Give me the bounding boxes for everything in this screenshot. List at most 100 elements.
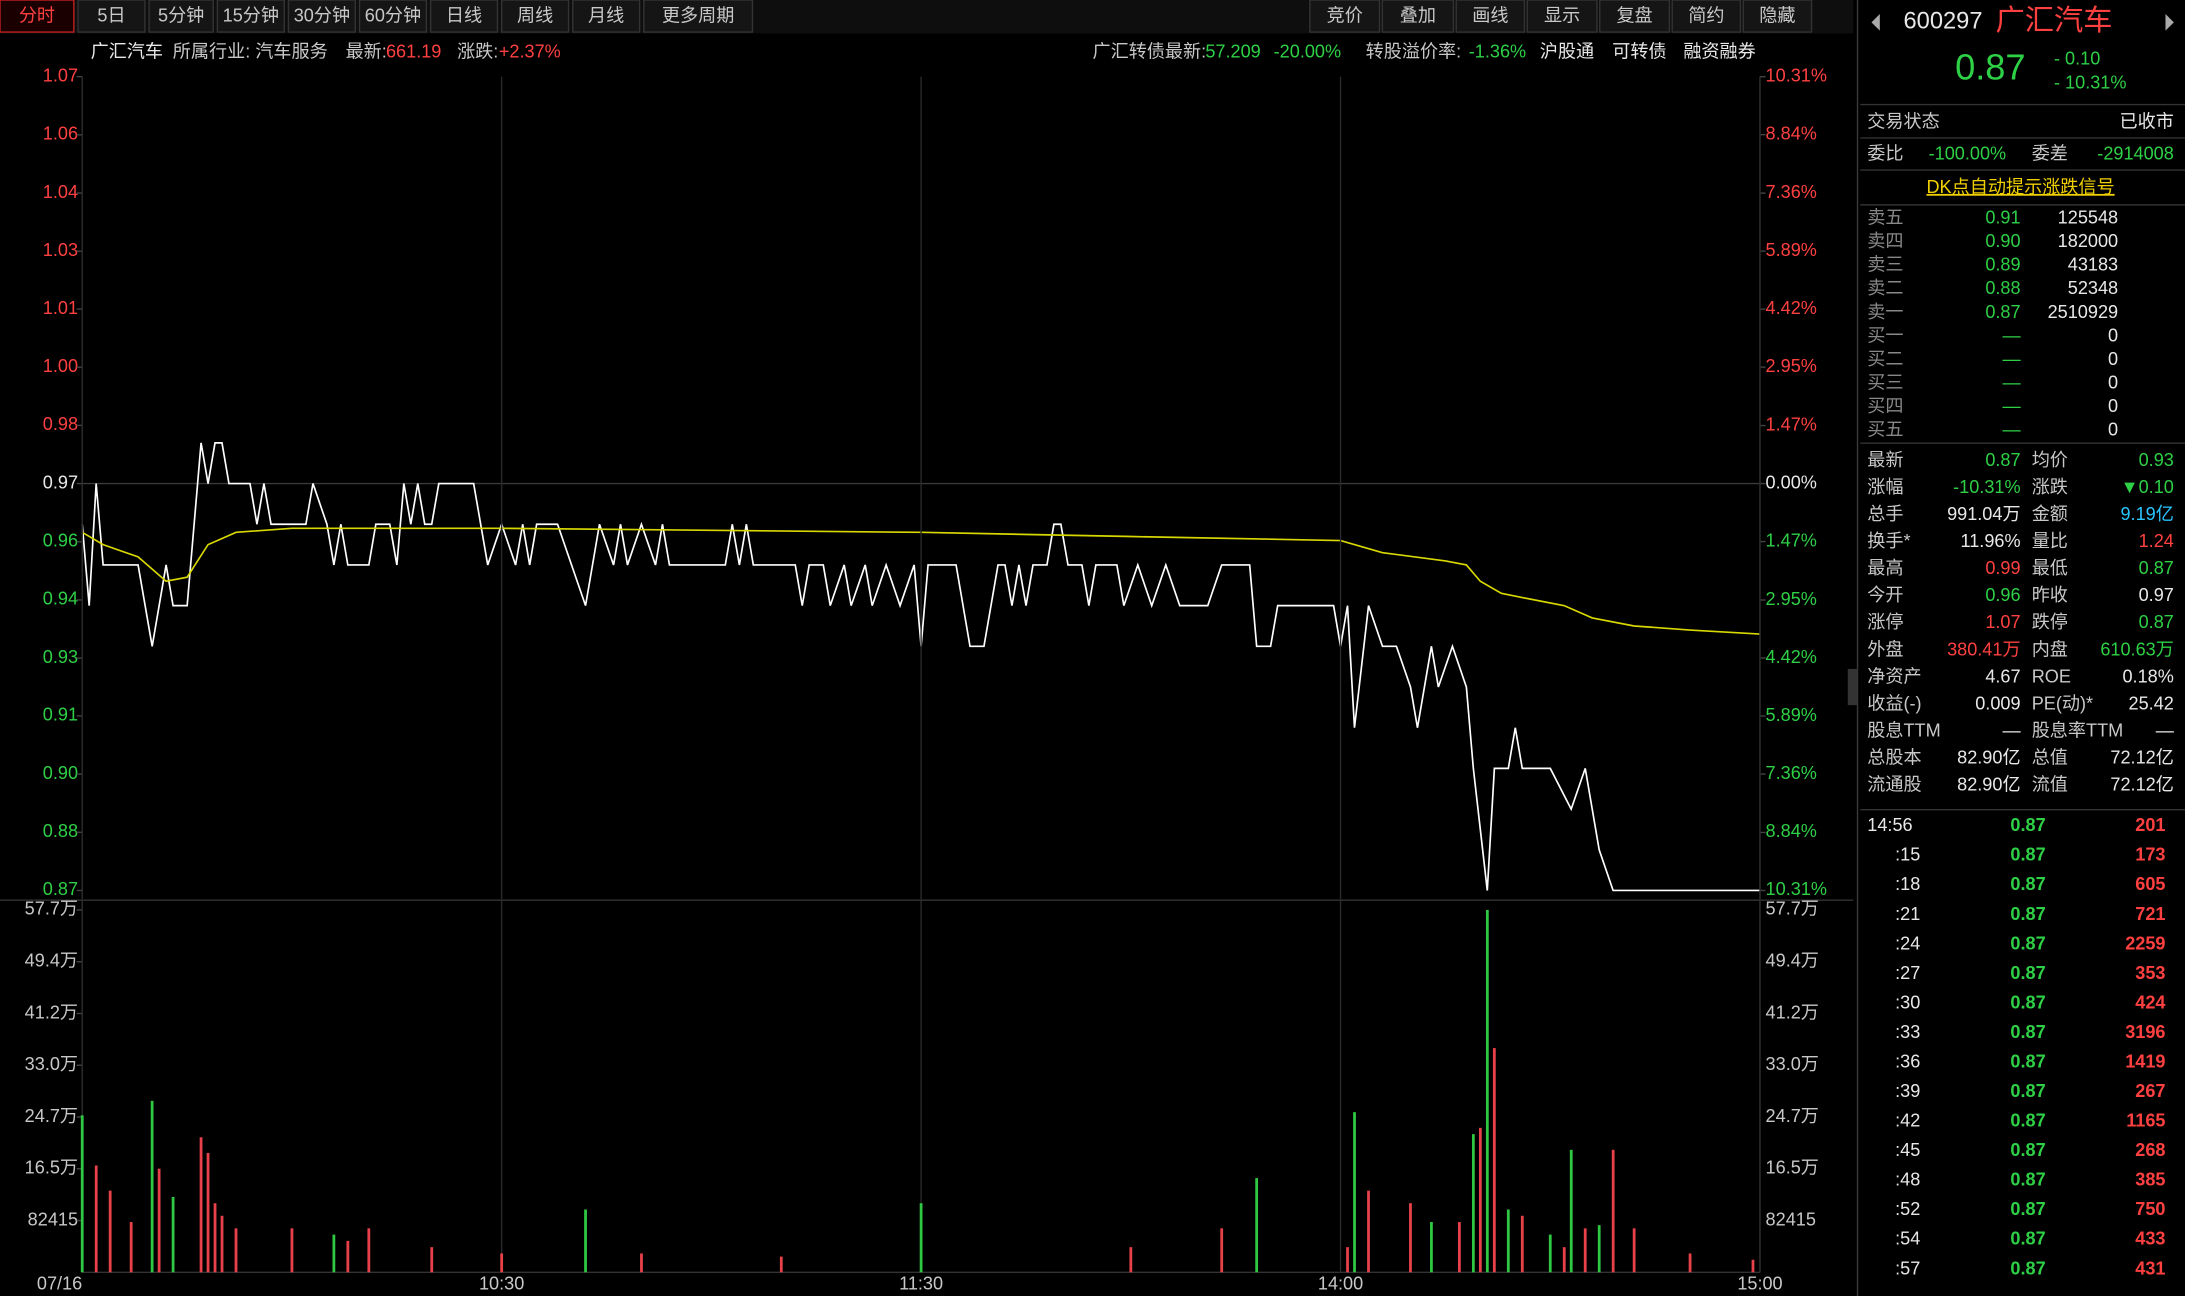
latest-label: 最新: [346, 42, 387, 62]
tab[interactable] [643, 0, 754, 33]
toolbar-button-label[interactable]: 显示 [1544, 6, 1580, 26]
dk-link[interactable]: DK点自动提示涨跌信号 [1926, 177, 2114, 197]
tab-label[interactable]: 日线 [446, 6, 482, 26]
volume-bar [1409, 1203, 1412, 1273]
tick-price: 0.87 [2010, 933, 2045, 953]
tab-label[interactable]: 60分钟 [365, 6, 421, 26]
industry: 所属行业: 汽车服务 [173, 42, 328, 62]
y-tick-label: 24.7万 [25, 1106, 78, 1126]
tab[interactable] [148, 0, 214, 33]
order-label: 买二 [1867, 349, 1903, 369]
volume-bar [1506, 1209, 1510, 1273]
volume-bar [1478, 1127, 1482, 1273]
order-volume: 0 [2108, 396, 2118, 416]
stat-label: 总值 [2032, 747, 2068, 767]
volume-bar [1471, 1134, 1475, 1273]
tab-label[interactable]: 30分钟 [294, 6, 350, 26]
tab-label[interactable]: 5分钟 [158, 6, 204, 26]
toolbar-button-label[interactable]: 简约 [1688, 6, 1724, 26]
y-tick-label: 0.90 [43, 763, 78, 783]
y2-tick-label: 2.95% [1766, 589, 1817, 609]
y2-tick-label: 10.31% [1766, 65, 1827, 85]
next-arrow[interactable] [2165, 13, 2174, 31]
toolbar-button[interactable] [1742, 0, 1813, 33]
y-tick-label: 0.96 [43, 531, 78, 551]
y-tick-label: 41.2万 [25, 1002, 78, 1022]
order-volume: 43183 [2068, 255, 2118, 275]
stat-value: 82.90亿 [1957, 774, 2020, 794]
y-tick-label: 16.5万 [25, 1158, 78, 1178]
stat-label: 量比 [2032, 531, 2068, 551]
prev-arrow[interactable] [1871, 13, 1880, 31]
tick-price: 0.87 [2010, 1140, 2045, 1160]
tab[interactable] [572, 0, 641, 33]
info-link: 可转债 [1612, 42, 1666, 62]
order-label: 卖一 [1867, 302, 1903, 322]
tick-price: 0.87 [2010, 1170, 2045, 1190]
tab[interactable] [77, 0, 146, 33]
volume-bar [220, 1215, 224, 1273]
tab[interactable] [287, 0, 357, 33]
tick-volume: 268 [2135, 1140, 2165, 1160]
order-label: 买三 [1867, 372, 1903, 392]
toolbar-button[interactable] [1671, 0, 1742, 33]
stat-value: 4.67 [1985, 666, 2020, 686]
tab-label[interactable]: 分时 [19, 6, 55, 26]
volume-bar [367, 1228, 371, 1273]
stock-code: 600297 [1904, 9, 1983, 35]
tab-label[interactable]: 周线 [517, 6, 553, 26]
toolbar-button-label[interactable]: 隐藏 [1759, 6, 1795, 26]
y2-tick-label: 5.89% [1766, 705, 1817, 725]
tick-time: 14:56 [1867, 815, 1912, 835]
tab[interactable] [500, 0, 570, 33]
tab-label[interactable]: 更多周期 [662, 6, 734, 26]
volume-bar [213, 1203, 217, 1273]
toolbar-button[interactable] [1599, 0, 1671, 33]
volume-bar [919, 1203, 923, 1273]
tick-time: :45 [1895, 1140, 1920, 1160]
tick-time: :33 [1895, 1022, 1920, 1042]
stat-value: 0.87 [2139, 612, 2174, 632]
volume-bar [1520, 1215, 1524, 1273]
volume-bar [584, 1209, 587, 1273]
collapse-handle[interactable] [1847, 668, 1858, 706]
bond-label: 广汇转债最新: [1093, 42, 1207, 62]
toolbar-button[interactable] [1381, 0, 1455, 33]
order-price: 0.90 [1985, 231, 2020, 251]
tick-price: 0.87 [2010, 1081, 2045, 1101]
y-tick-label: 0.87 [43, 879, 78, 899]
x-tick-label: 14:00 [1318, 1274, 1363, 1294]
tab[interactable] [429, 0, 499, 33]
info-link: 沪股通 [1540, 42, 1594, 62]
toolbar-button-label[interactable]: 画线 [1472, 6, 1508, 26]
last-price: 0.87 [1955, 46, 2026, 87]
tick-volume: 173 [2135, 845, 2165, 865]
y-tick-label: 0.98 [43, 414, 78, 434]
y-tick-label: 1.01 [43, 298, 78, 318]
toolbar-button[interactable] [1309, 0, 1381, 33]
y-tick-label: 1.04 [43, 182, 78, 202]
y2-tick-label: 1.47% [1766, 414, 1817, 434]
tab-label[interactable]: 15分钟 [223, 6, 279, 26]
ratio-label: 委比 [1867, 143, 1903, 163]
tab[interactable] [0, 0, 75, 33]
toolbar-button-label[interactable]: 复盘 [1616, 6, 1652, 26]
tick-volume: 1165 [2126, 1111, 2165, 1131]
y2-tick-label: 2.95% [1766, 356, 1817, 376]
tick-price: 0.87 [2010, 1199, 2045, 1219]
toolbar-button[interactable] [1455, 0, 1526, 33]
toolbar-button[interactable] [1526, 0, 1598, 33]
tab[interactable] [358, 0, 428, 33]
tab[interactable] [216, 0, 285, 33]
tab-label[interactable]: 5日 [97, 6, 125, 26]
stat-value: 610.63万 [2100, 639, 2174, 659]
toolbar-button-label[interactable]: 叠加 [1400, 6, 1436, 26]
diff-label: 委差 [2032, 143, 2068, 163]
volume-bar [1583, 1228, 1587, 1273]
x-tick-label: 10:30 [479, 1274, 524, 1294]
tab-label[interactable]: 月线 [588, 6, 624, 26]
volume-bar [1485, 909, 1489, 1273]
volume-bar [346, 1240, 350, 1273]
toolbar-button-label[interactable]: 竞价 [1327, 6, 1363, 26]
